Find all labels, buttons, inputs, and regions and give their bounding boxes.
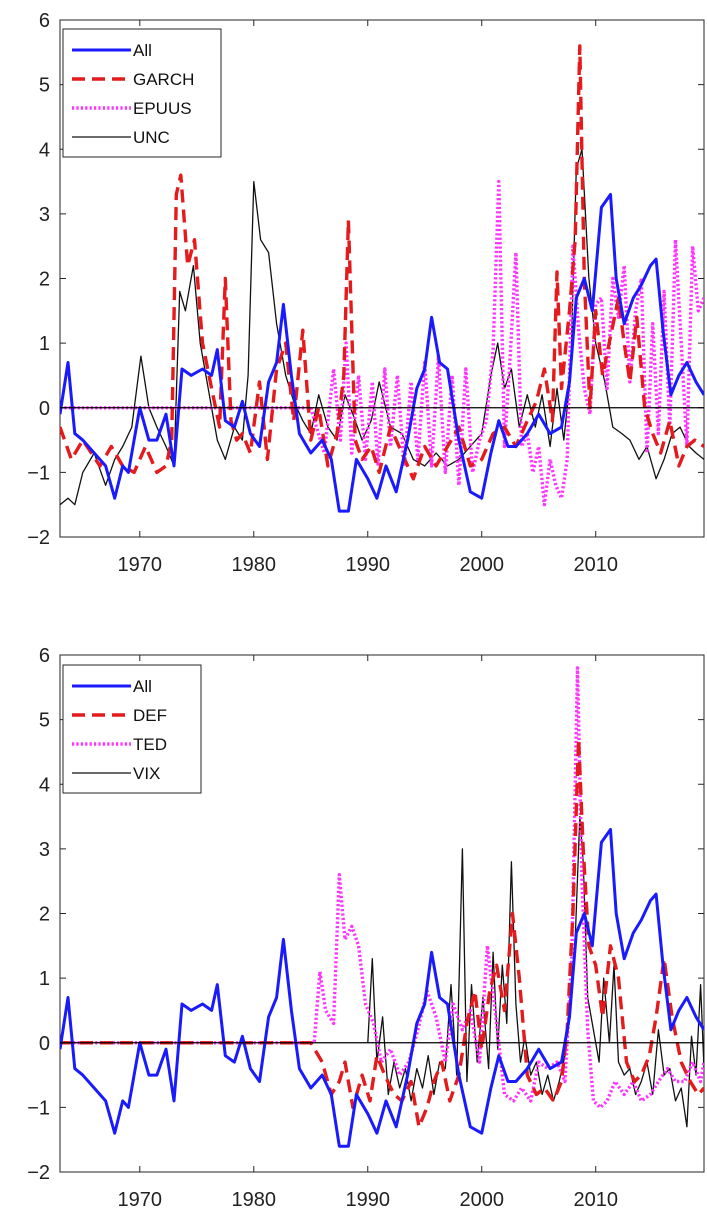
y-tick-label: 1 — [39, 968, 50, 990]
series-group — [60, 666, 704, 1148]
y-tick-label: 3 — [39, 839, 50, 861]
legend-label-ted: TED — [133, 735, 167, 754]
legend-label-unc: UNC — [133, 128, 170, 147]
series-group — [60, 44, 704, 513]
legend-label-def: DEF — [133, 706, 167, 725]
legend-label-epuus: EPUUS — [133, 99, 192, 118]
legend-label-all: All — [133, 677, 152, 696]
y-tick-label: −1 — [27, 1097, 50, 1119]
x-tick-label: 2000 — [459, 1189, 504, 1211]
series-line-vix — [367, 815, 704, 1128]
legend-label-vix: VIX — [133, 764, 160, 783]
x-tick-label: 2000 — [459, 554, 504, 576]
legend-box — [62, 664, 202, 794]
legend-label-garch: GARCH — [133, 70, 194, 89]
y-tick-label: 2 — [39, 904, 50, 926]
x-tick-label: 1990 — [346, 554, 391, 576]
y-tick-label: −1 — [27, 462, 50, 484]
y-tick-label: 4 — [39, 139, 50, 161]
chart-1: −2 −1 0 1 2 3 4 5 6 1970 1980 1990 2000 2010 All GARCH E… — [27, 10, 705, 576]
y-tick-label: 3 — [39, 204, 50, 226]
y-tick-label: −2 — [27, 1162, 50, 1184]
series-line-all — [60, 193, 704, 513]
y-tick-label: −2 — [27, 527, 50, 549]
x-tick-label: 1990 — [346, 1189, 391, 1211]
series-line-all — [60, 828, 704, 1148]
y-tick-label: 6 — [39, 10, 50, 32]
legend: All GARCH EPUUS UNC — [62, 28, 222, 158]
y-tick-label: 0 — [39, 1033, 50, 1055]
x-tick-label: 1970 — [118, 554, 163, 576]
series-line-def — [60, 737, 704, 1129]
chart-2: −2 −1 0 1 2 3 4 5 6 1970 1980 1990 2000 2010 All DEF TED… — [27, 645, 705, 1211]
x-tick-label: 2010 — [573, 554, 618, 576]
y-tick-label: 0 — [39, 398, 50, 420]
legend: All DEF TED VIX — [62, 664, 202, 794]
x-tick-label: 1980 — [232, 1189, 277, 1211]
y-tick-label: 5 — [39, 75, 50, 97]
series-line-ted — [60, 666, 704, 1110]
y-tick-label: 5 — [39, 710, 50, 732]
y-tick-label: 6 — [39, 645, 50, 667]
x-tick-label: 1970 — [118, 1189, 163, 1211]
y-tick-label: 1 — [39, 333, 50, 355]
x-tick-label: 2010 — [573, 1189, 618, 1211]
y-tick-label: 4 — [39, 774, 50, 796]
legend-label-all: All — [133, 41, 152, 60]
y-tick-label: 2 — [39, 269, 50, 291]
x-tick-label: 1980 — [232, 554, 277, 576]
series-line-garch — [60, 44, 704, 481]
